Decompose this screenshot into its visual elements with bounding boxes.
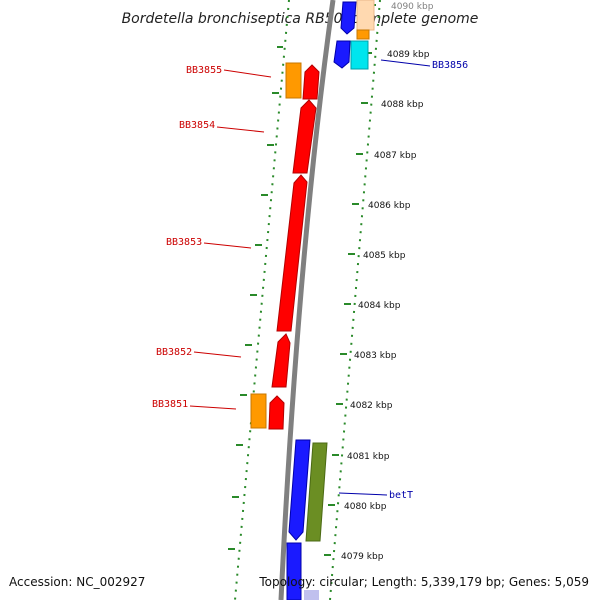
accession-text: Accession: NC_002927: [9, 575, 145, 589]
reverse-genes: [286, 0, 375, 600]
gene-label-bett[interactable]: betT: [389, 490, 413, 501]
gene-bb3856[interactable]: [350, 40, 369, 70]
gene-peach-top[interactable]: [356, 0, 375, 31]
gene-bb3854[interactable]: [292, 99, 317, 174]
gene-bb3851-orange[interactable]: [250, 393, 267, 429]
leader-line: [223, 69, 272, 78]
tick-label: 4089 kbp: [387, 50, 430, 60]
gene-bb3852[interactable]: [271, 333, 291, 388]
leader-line: [203, 242, 252, 249]
tick-label: 4085 kbp: [363, 251, 406, 261]
leader-line: [189, 405, 237, 410]
tick-label: 4088 kbp: [381, 100, 424, 110]
leader-line: [216, 126, 265, 133]
gene-blue-2[interactable]: [333, 40, 351, 69]
gene-label-bb3854[interactable]: BB3854: [179, 120, 215, 131]
tick-labels: 4090 kbp 4089 kbp 4088 kbp 4087 kbp 4086…: [341, 2, 434, 562]
topology-text: Topology: circular; Length: 5,339,179 bp…: [258, 575, 589, 589]
map-title: Bordetella bronchiseptica RB50, complete…: [122, 11, 479, 27]
gene-bb3855[interactable]: [302, 64, 320, 100]
tick-label: 4081 kbp: [347, 452, 390, 462]
gene-bb3855-orange[interactable]: [285, 62, 302, 99]
leader-line: [193, 351, 242, 358]
tick-label: 4087 kbp: [374, 151, 417, 161]
tick-label: 4086 kbp: [368, 201, 411, 211]
gene-blue-top[interactable]: [340, 1, 357, 35]
gene-label-bb3852[interactable]: BB3852: [156, 347, 192, 358]
gene-label-bb3856[interactable]: BB3856: [432, 60, 468, 71]
gene-lavender-bottom[interactable]: [304, 590, 319, 600]
gene-label-bb3851[interactable]: BB3851: [152, 399, 188, 410]
outer-scale-line: [228, 0, 290, 600]
genome-backbone: [278, 0, 336, 600]
leader-line: [380, 59, 431, 67]
gene-label-bb3853[interactable]: BB3853: [166, 237, 202, 248]
gene-label-bb3855[interactable]: BB3855: [186, 65, 222, 76]
tick-label: 4079 kbp: [341, 552, 384, 562]
gene-bb3851[interactable]: [268, 395, 285, 430]
tick-label: 4082 kbp: [350, 401, 393, 411]
gene-bb3853[interactable]: [276, 174, 308, 332]
gene-bett-olive[interactable]: [305, 442, 328, 542]
gene-orange-top[interactable]: [356, 29, 370, 40]
gene-bett-blue[interactable]: [288, 439, 311, 541]
tick-label: 4083 kbp: [354, 351, 397, 361]
gene-labels: BB3855 BB3854 BB3853 BB3852 BB3851 BB385…: [152, 59, 468, 501]
tick-label: 4090 kbp: [391, 2, 434, 12]
gene-blue-bottom[interactable]: [286, 542, 302, 600]
tick-label: 4080 kbp: [344, 502, 387, 512]
forward-genes: [250, 62, 320, 430]
tick-label: 4084 kbp: [358, 301, 401, 311]
leader-line: [338, 492, 388, 496]
